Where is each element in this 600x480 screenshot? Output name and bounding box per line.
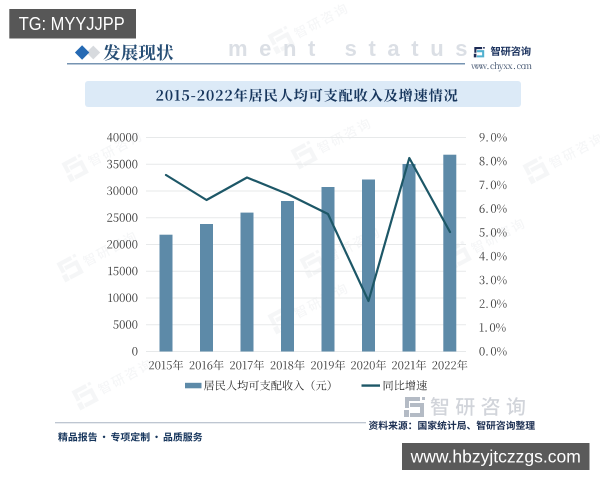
svg-text:www.hbzyjtczzgs.com: www.hbzyjtczzgs.com <box>410 447 581 467</box>
svg-text:ment status: ment status <box>228 36 479 61</box>
svg-text:TG: MYYJJPP: TG: MYYJJPP <box>19 13 125 34</box>
